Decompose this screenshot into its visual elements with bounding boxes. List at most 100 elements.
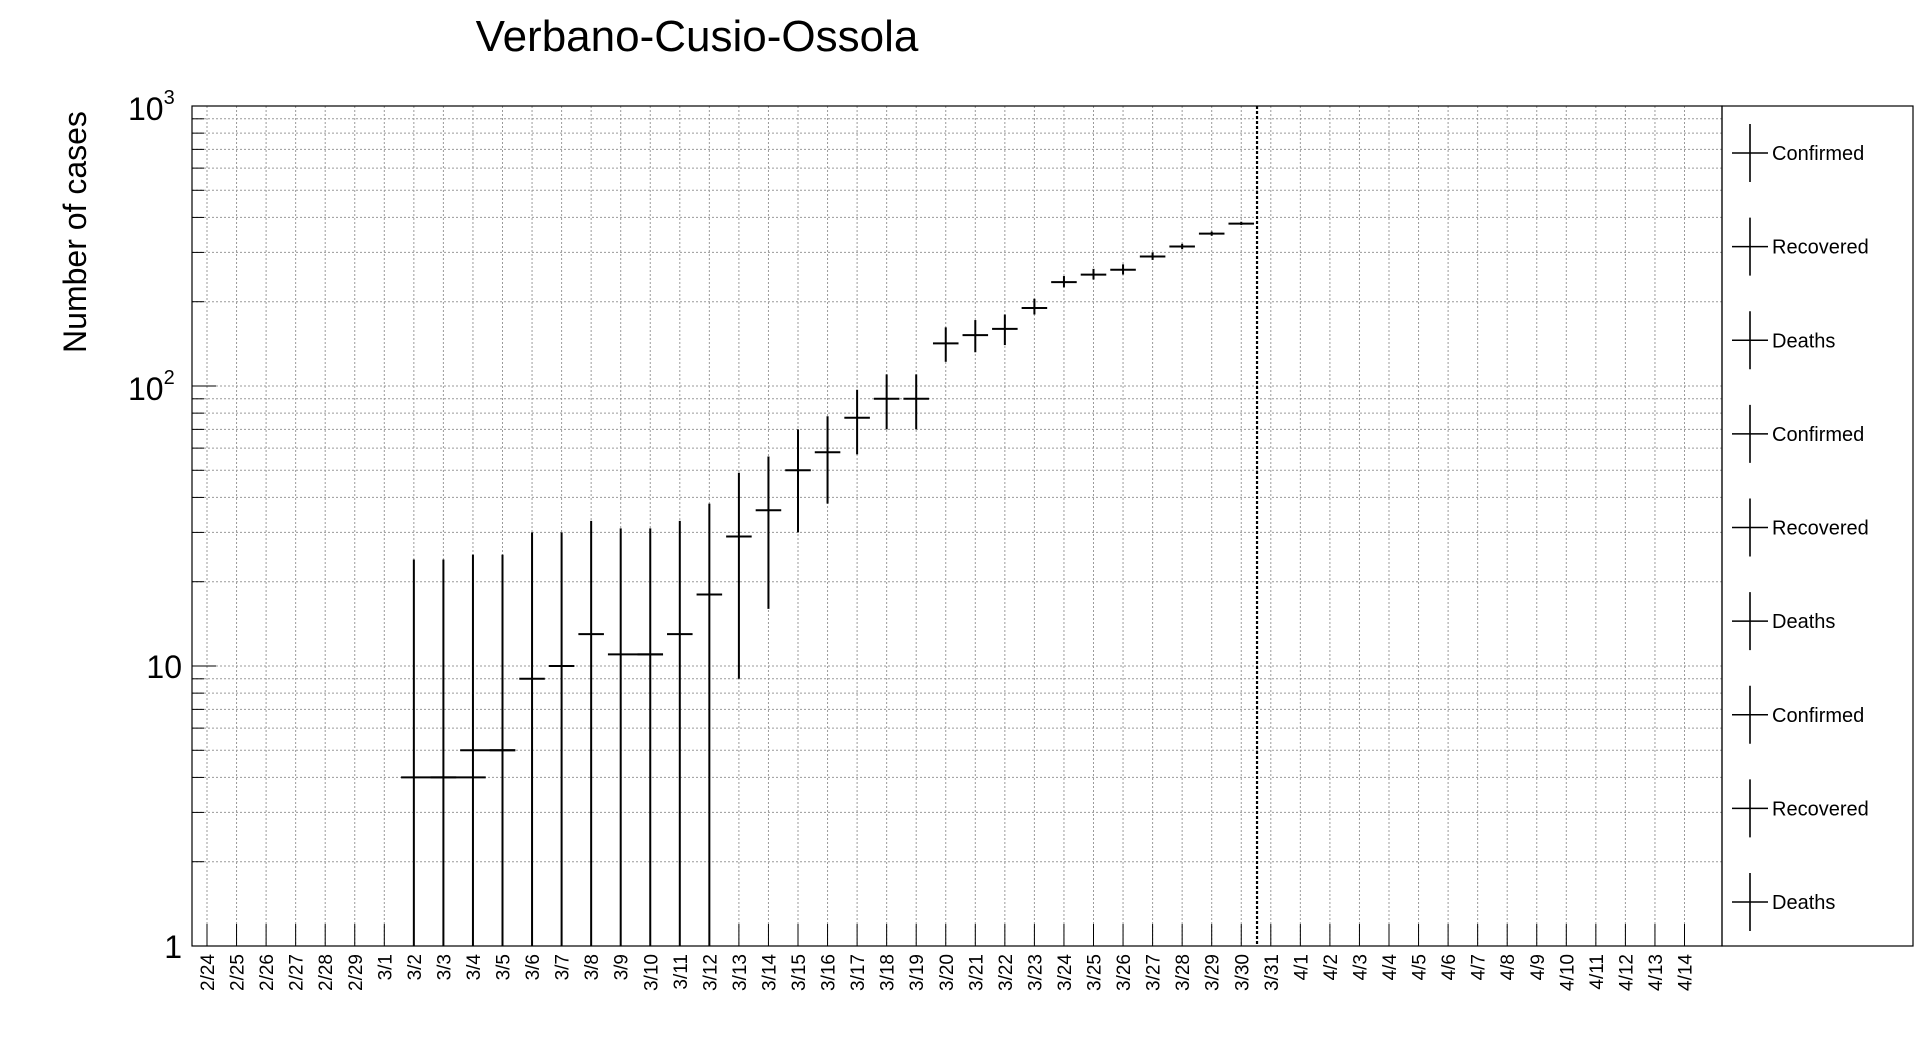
x-tick-label: 2/24 <box>198 954 219 991</box>
legend-entry: Confirmed <box>1732 685 1864 744</box>
data-point <box>785 429 811 533</box>
legend-label: Deaths <box>1772 611 1835 633</box>
x-tick-label: 3/29 <box>1203 954 1224 991</box>
data-point <box>1228 221 1255 225</box>
x-tick-label: 2/28 <box>316 954 337 991</box>
data-point <box>607 528 664 946</box>
data-point <box>489 554 516 946</box>
x-tick-label: 4/6 <box>1439 954 1460 980</box>
y-axis-label: Number of cases <box>57 111 93 353</box>
x-tick-label: 3/17 <box>848 954 869 991</box>
x-tick-label: 3/28 <box>1173 954 1194 991</box>
data-point <box>667 520 693 946</box>
data-point <box>873 374 900 430</box>
x-tick-label: 2/29 <box>346 954 367 991</box>
y-tick-label: 102 <box>128 367 175 407</box>
x-tick-label: 4/10 <box>1557 954 1578 991</box>
data-point <box>637 528 664 946</box>
x-tick-label: 4/3 <box>1350 954 1371 980</box>
x-tick-label: 3/22 <box>996 954 1017 991</box>
x-tick-label: 3/10 <box>641 954 662 991</box>
chart-title: Verbano-Cusio-Ossola <box>476 12 919 61</box>
plot-border <box>191 105 1723 947</box>
x-tick-label: 3/14 <box>759 954 780 991</box>
x-tick-label: 4/14 <box>1676 954 1697 991</box>
x-tick-label: 2/25 <box>228 954 249 991</box>
data-point <box>903 374 929 430</box>
data-point <box>755 456 782 609</box>
data-point <box>1021 298 1048 315</box>
x-tick-label: 3/19 <box>907 954 928 991</box>
y-tick-label: 1 <box>164 929 182 965</box>
grid <box>192 105 1722 946</box>
x-tick-label: 3/7 <box>553 954 574 980</box>
x-tick-label: 4/4 <box>1380 954 1401 981</box>
legend-label: Deaths <box>1772 330 1835 352</box>
legend-border <box>1721 105 1914 947</box>
data-points <box>401 221 1255 946</box>
data-point <box>430 559 486 946</box>
legend-entry: Deaths <box>1732 592 1835 651</box>
x-tick-label: 4/5 <box>1410 954 1431 980</box>
legend-label: Recovered <box>1772 798 1869 820</box>
legend-entry: Deaths <box>1732 311 1835 370</box>
data-point <box>1080 268 1107 280</box>
x-tick-label: 3/1 <box>375 954 396 980</box>
legend-entry: Recovered <box>1732 498 1869 557</box>
x-tick-label: 3/2 <box>405 954 426 980</box>
x-tick-label: 3/25 <box>1085 954 1106 991</box>
x-tick-label: 3/3 <box>434 954 455 980</box>
x-tick-label: 4/13 <box>1646 954 1667 991</box>
data-point <box>814 416 841 504</box>
data-point <box>726 472 752 679</box>
x-axis-ticks: 2/24 2/25 2/26 2/27 2/28 2/29 3/1 3/2 3/3 3/4 3/5 3… <box>198 924 1697 991</box>
data-point <box>548 532 575 946</box>
legend-entry: Recovered <box>1732 779 1869 838</box>
y-tick-label: 10 <box>146 649 182 685</box>
x-tick-label: 3/6 <box>523 954 544 980</box>
x-tick-label: 3/20 <box>937 954 958 991</box>
x-tick-label: 3/18 <box>878 954 899 991</box>
x-tick-label: 4/12 <box>1616 954 1637 991</box>
x-tick-label: 3/15 <box>789 954 810 991</box>
x-tick-label: 4/8 <box>1498 954 1519 980</box>
x-tick-label: 3/8 <box>582 954 603 980</box>
legend-label: Confirmed <box>1772 143 1864 165</box>
legend-label: Recovered <box>1772 518 1869 540</box>
x-tick-label: 3/31 <box>1262 954 1283 991</box>
x-tick-label: 3/16 <box>819 954 840 991</box>
x-tick-label: 2/27 <box>287 954 308 991</box>
data-point <box>932 327 959 362</box>
x-tick-label: 3/23 <box>1025 954 1046 991</box>
x-tick-label: 3/30 <box>1232 954 1253 991</box>
x-tick-label: 3/12 <box>700 954 721 991</box>
data-point <box>519 532 545 946</box>
plot-frame <box>191 105 1914 947</box>
y-axis-ticks: 1 10 102 103 <box>128 87 216 965</box>
x-tick-label: 3/13 <box>730 954 751 991</box>
data-point <box>1198 231 1225 236</box>
legend-entry: Confirmed <box>1732 124 1864 182</box>
legend-label: Confirmed <box>1772 424 1864 446</box>
legend-entry: Deaths <box>1732 873 1835 931</box>
data-point <box>696 503 723 946</box>
data-point <box>1110 264 1136 275</box>
data-point <box>962 320 989 353</box>
data-point <box>1169 243 1195 250</box>
x-tick-label: 3/5 <box>494 954 515 980</box>
y-tick-label: 103 <box>128 87 175 127</box>
legend-entry: Recovered <box>1732 217 1869 276</box>
data-point <box>578 520 604 946</box>
legend-label: Recovered <box>1772 237 1869 259</box>
x-tick-label: 3/9 <box>612 954 633 980</box>
x-tick-label: 3/4 <box>464 954 485 981</box>
legend-label: Deaths <box>1772 892 1835 914</box>
data-point <box>1139 252 1166 260</box>
legend: Confirmed Recovered Deaths Confirmed Recover… <box>1732 124 1869 931</box>
x-tick-label: 4/2 <box>1321 954 1342 980</box>
x-tick-label: 3/24 <box>1055 954 1076 991</box>
x-tick-label: 3/11 <box>671 954 692 990</box>
data-point <box>844 389 870 455</box>
x-tick-label: 4/7 <box>1469 954 1490 980</box>
